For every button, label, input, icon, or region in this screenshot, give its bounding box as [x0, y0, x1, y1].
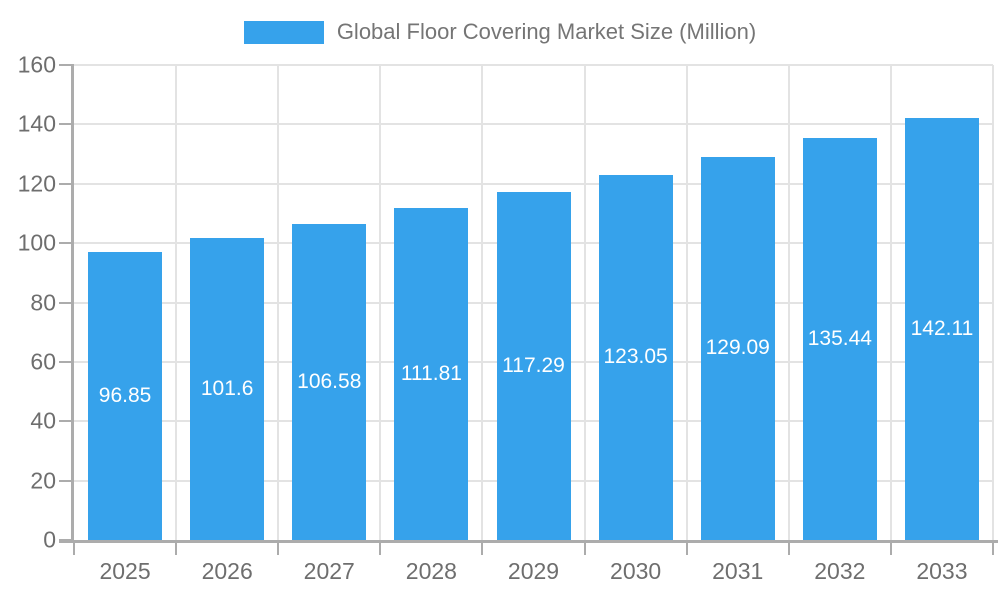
y-axis-tick-label: 120 — [17, 170, 56, 197]
gridline-horizontal — [74, 64, 993, 66]
x-axis-tick — [583, 540, 586, 555]
x-axis-tick — [73, 540, 75, 555]
x-axis-tick — [379, 540, 382, 555]
x-axis-tick-label: 2025 — [99, 558, 151, 584]
x-axis-tick-label: 2033 — [916, 558, 968, 584]
gridline-vertical — [481, 65, 484, 540]
y-axis-tick-label: 0 — [43, 526, 56, 553]
y-axis-tick-label: 40 — [30, 407, 56, 434]
x-axis-tick-label: 2028 — [405, 558, 457, 584]
y-axis-tick-label: 100 — [17, 229, 56, 256]
y-axis-tick — [59, 242, 74, 245]
x-axis-tick — [889, 540, 892, 555]
gridline-vertical — [889, 65, 892, 540]
x-axis-tick — [175, 540, 178, 555]
x-axis-tick-label: 2030 — [610, 558, 662, 584]
bar[interactable] — [700, 156, 775, 540]
y-axis-tick — [59, 479, 74, 482]
x-axis-tick — [992, 540, 994, 555]
gridline-vertical — [583, 65, 586, 540]
y-axis-tick-label: 60 — [30, 348, 56, 375]
y-axis-tick-label: 20 — [30, 467, 56, 494]
bar[interactable] — [88, 252, 163, 540]
gridline-vertical — [175, 65, 178, 540]
chart-legend[interactable]: Global Floor Covering Market Size (Milli… — [0, 16, 1000, 48]
bar[interactable] — [496, 191, 571, 540]
legend-color-swatch — [243, 20, 324, 44]
y-axis-tick-label: 140 — [17, 110, 56, 137]
x-axis-tick-label: 2027 — [303, 558, 355, 584]
gridline-vertical — [992, 65, 994, 540]
gridline-vertical — [685, 65, 688, 540]
gridline-vertical — [379, 65, 382, 540]
gridline-horizontal — [74, 182, 993, 185]
y-axis-line — [71, 65, 74, 543]
x-axis-tick-label: 2029 — [507, 558, 560, 584]
gridline-vertical — [277, 65, 280, 540]
y-axis-tick — [59, 182, 74, 185]
x-axis-line — [59, 540, 998, 543]
x-axis-tick — [685, 540, 688, 555]
x-axis-tick — [481, 540, 484, 555]
y-axis-tick-label: 160 — [17, 51, 56, 78]
bar[interactable] — [802, 137, 877, 540]
y-axis-tick — [59, 301, 74, 304]
bar[interactable] — [598, 174, 673, 540]
bar[interactable] — [190, 238, 265, 540]
x-axis-tick — [277, 540, 280, 555]
gridline-vertical — [787, 65, 790, 540]
bar[interactable] — [394, 208, 469, 540]
x-axis-tick-label: 2031 — [712, 558, 764, 584]
legend-label: Global Floor Covering Market Size (Milli… — [336, 19, 757, 44]
y-axis-tick — [59, 420, 74, 423]
y-axis-tick — [59, 64, 74, 66]
bar[interactable] — [904, 118, 979, 540]
x-axis-tick — [787, 540, 790, 555]
gridline-horizontal — [74, 123, 993, 126]
y-axis-tick — [59, 539, 74, 541]
bar[interactable] — [292, 223, 367, 540]
x-axis-tick-label: 2032 — [814, 558, 866, 584]
x-axis-tick-label: 2026 — [201, 558, 253, 584]
y-axis-tick — [59, 360, 74, 363]
y-axis-tick — [59, 123, 74, 126]
y-axis-tick-label: 80 — [30, 289, 56, 315]
